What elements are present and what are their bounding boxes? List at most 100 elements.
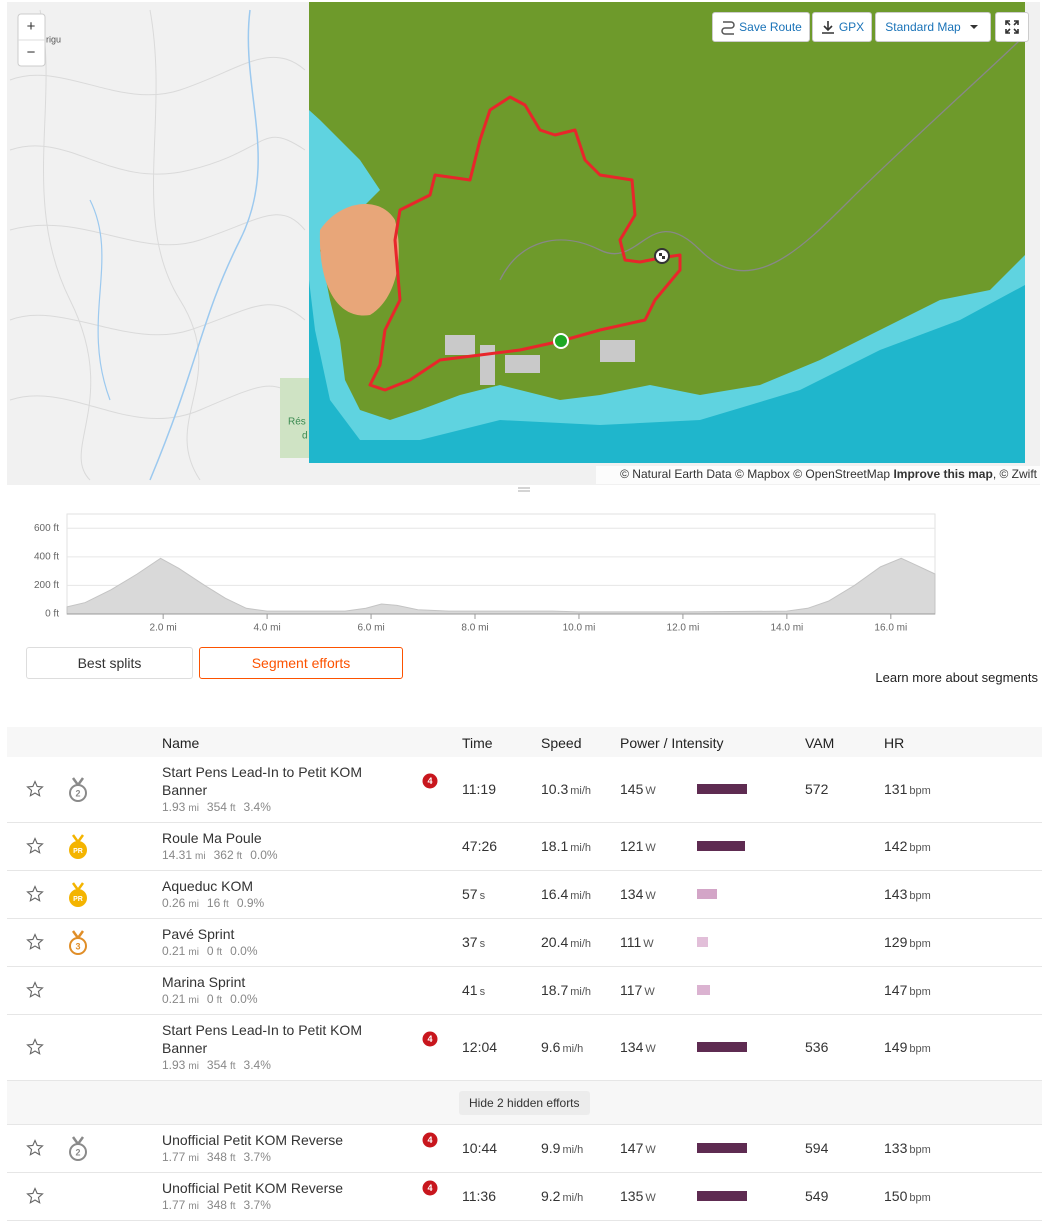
zoom-out[interactable]: − bbox=[27, 44, 36, 61]
badge-text: 4 bbox=[427, 1183, 432, 1193]
speed: 18.7 mi/h bbox=[541, 981, 591, 1001]
segment-row: PR Roule Ma Poule 14.31 mi 362 ft 0.0% 47:26 18.… bbox=[7, 823, 1042, 871]
stat-unit: mi bbox=[188, 1201, 199, 1212]
segment-row: 2 Start Pens Lead-In to Petit KOM Banner 1… bbox=[7, 757, 1042, 823]
segment-stats: 0.26 mi 16 ft 0.9% bbox=[162, 895, 392, 913]
segment-info: Unofficial Petit KOM Reverse 1.77 mi 348 ft 3… bbox=[162, 1179, 392, 1215]
intensity-bar bbox=[697, 985, 710, 995]
elevation-area bbox=[66, 557, 936, 615]
topo-lines bbox=[9, 9, 306, 481]
vam: 549 bbox=[805, 1187, 828, 1205]
hr: 149 bpm bbox=[884, 1038, 931, 1058]
header-cell: Power / Intensity bbox=[620, 735, 724, 751]
learn-more-link[interactable]: Learn more about segments bbox=[875, 670, 1038, 685]
x-tick-label: 6.0 mi bbox=[357, 623, 384, 634]
speed-value: 9.2 bbox=[541, 1188, 561, 1204]
improve-link[interactable]: Improve this map bbox=[893, 467, 992, 481]
power: 117 W bbox=[620, 981, 655, 1001]
segment-name[interactable]: Marina Sprint bbox=[162, 974, 246, 990]
segment-row: 2 Unofficial Petit KOM Reverse 1.77 mi 348 ft… bbox=[7, 1125, 1042, 1173]
star-button[interactable] bbox=[26, 933, 44, 954]
speed-unit: mi/h bbox=[570, 785, 592, 797]
power: 147 W bbox=[620, 1139, 656, 1159]
hr-value: 143 bbox=[884, 886, 908, 902]
tab-segment-efforts[interactable]: Segment efforts bbox=[199, 647, 403, 679]
medal: 2 bbox=[69, 1136, 87, 1161]
star-button[interactable] bbox=[26, 1139, 44, 1160]
fullscreen-icon bbox=[1005, 20, 1019, 34]
star-button[interactable] bbox=[26, 837, 44, 858]
hr: 129 bpm bbox=[884, 933, 931, 953]
stat-unit: mi bbox=[188, 803, 199, 814]
power-value: 134 bbox=[620, 886, 644, 902]
x-tick-label: 12.0 mi bbox=[667, 623, 700, 634]
segment-row: Unofficial Petit KOM Reverse 1.77 mi 348 ft 3… bbox=[7, 1173, 1042, 1221]
route-icon bbox=[721, 21, 735, 35]
intensity bbox=[697, 784, 747, 794]
segment-name[interactable]: Start Pens Lead-In to Petit KOM Banner bbox=[162, 764, 362, 798]
intensity-bar bbox=[697, 937, 708, 947]
medal-disc bbox=[69, 889, 87, 907]
fullscreen-button[interactable] bbox=[995, 12, 1029, 42]
segment-stats: 14.31 mi 362 ft 0.0% bbox=[162, 847, 392, 865]
speed-unit: mi/h bbox=[570, 890, 592, 902]
map-label: rigu bbox=[46, 34, 61, 44]
stat-grade: 3.4% bbox=[243, 800, 271, 814]
rows: 2 Start Pens Lead-In to Petit KOM Banner 1… bbox=[7, 757, 1042, 1081]
gpx-button[interactable]: GPX bbox=[812, 12, 872, 42]
star-button[interactable] bbox=[26, 1038, 44, 1059]
intensity bbox=[697, 985, 710, 995]
roads bbox=[499, 39, 1021, 281]
time-value: 37 bbox=[462, 934, 478, 950]
medal-text: 3 bbox=[75, 941, 80, 951]
power-value: 121 bbox=[620, 838, 644, 854]
star-button[interactable] bbox=[26, 981, 44, 1002]
star-button[interactable] bbox=[26, 885, 44, 906]
vam: 572 bbox=[805, 780, 828, 798]
save-route-button[interactable]: Save Route bbox=[712, 12, 810, 42]
stat-elevation: 348 bbox=[206, 1150, 227, 1164]
time: 11:36 bbox=[462, 1187, 496, 1205]
speed-value: 20.4 bbox=[541, 934, 569, 950]
intensity-bar bbox=[697, 1191, 747, 1201]
segment-name[interactable]: Start Pens Lead-In to Petit KOM Banner bbox=[162, 1022, 362, 1056]
header-cell: HR bbox=[884, 735, 905, 751]
segment-name[interactable]: Roule Ma Poule bbox=[162, 830, 262, 846]
stat-elevation: 354 bbox=[206, 800, 227, 814]
map-style-dropdown[interactable]: Standard Map bbox=[875, 12, 991, 42]
medal: 2 bbox=[69, 777, 87, 802]
tab-best-splits[interactable]: Best splits bbox=[26, 647, 193, 679]
speed-unit: mi/h bbox=[570, 938, 592, 950]
rank-badge: 4 bbox=[422, 1031, 438, 1047]
hr-value: 131 bbox=[884, 781, 908, 797]
intensity-bar bbox=[697, 1042, 747, 1052]
hide-efforts-button[interactable]: Hide 2 hidden efforts bbox=[459, 1091, 590, 1115]
time-unit: s bbox=[479, 986, 486, 998]
zoom-in[interactable]: + bbox=[27, 18, 36, 35]
time: 10:44 bbox=[462, 1139, 497, 1157]
power-unit: W bbox=[645, 785, 656, 797]
speed: 10.3 mi/h bbox=[541, 780, 591, 800]
badge-text: 4 bbox=[427, 776, 432, 786]
stat-elevation: 0 bbox=[206, 992, 214, 1006]
power-value: 147 bbox=[620, 1140, 644, 1156]
star-button[interactable] bbox=[26, 1187, 44, 1208]
speed-value: 10.3 bbox=[541, 781, 569, 797]
segment-name[interactable]: Unofficial Petit KOM Reverse bbox=[162, 1132, 344, 1148]
time: 12:04 bbox=[462, 1038, 497, 1056]
segment-name[interactable]: Aqueduc KOM bbox=[162, 878, 254, 894]
medal-disc bbox=[69, 841, 87, 859]
hr-unit: bpm bbox=[909, 842, 931, 854]
segment-name[interactable]: Unofficial Petit KOM Reverse bbox=[162, 1180, 344, 1196]
vam-value: 594 bbox=[805, 1140, 829, 1156]
power-value: 117 bbox=[620, 982, 643, 998]
speed-value: 9.9 bbox=[541, 1140, 561, 1156]
segment-name[interactable]: Pavé Sprint bbox=[162, 926, 235, 942]
star-button[interactable] bbox=[26, 780, 44, 801]
segment-info: Start Pens Lead-In to Petit KOM Banner 1.… bbox=[162, 763, 392, 817]
medal-ribbon bbox=[71, 1136, 85, 1147]
power-unit: W bbox=[645, 890, 656, 902]
medal-text: 2 bbox=[75, 788, 80, 798]
x-tick-label: 2.0 mi bbox=[150, 623, 177, 634]
